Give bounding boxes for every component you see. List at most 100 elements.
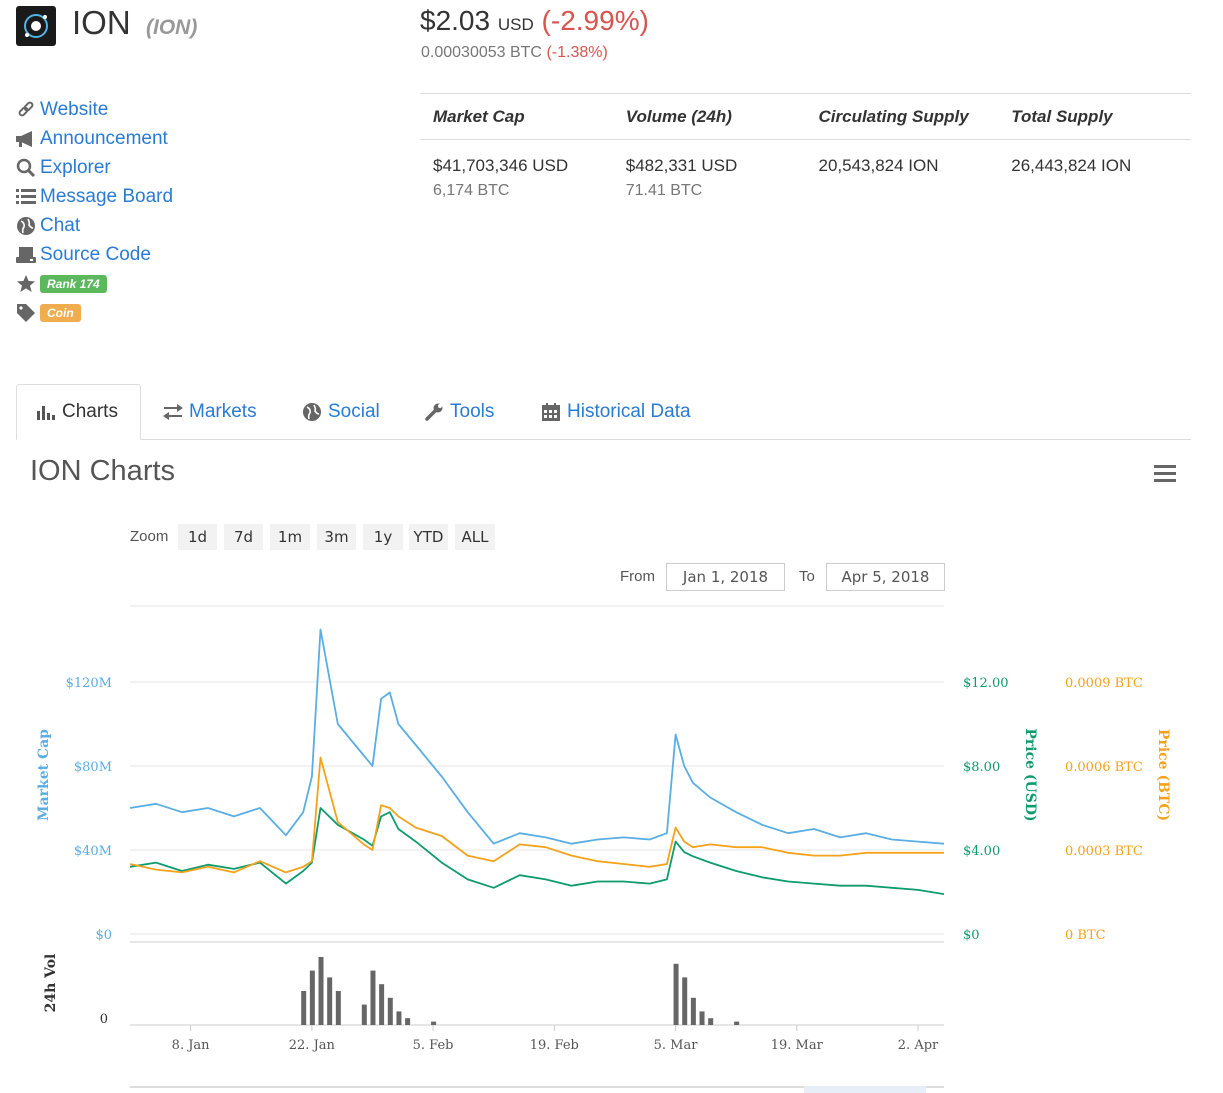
link-website[interactable]: Website (16, 95, 173, 124)
ytick-market-cap: $80M (74, 760, 112, 775)
tab-label[interactable]: Tools (450, 400, 495, 422)
type-badge: Coin (40, 303, 81, 322)
stats-table: Market Cap Volume (24h) Circulating Supp… (420, 93, 1191, 200)
xtick-label: 19. Feb (530, 1038, 579, 1053)
xtick-label: 22. Jan (289, 1038, 336, 1053)
stats-header-row: Market Cap Volume (24h) Circulating Supp… (420, 94, 1191, 140)
link-explorer[interactable]: Explorer (16, 153, 173, 182)
ytick-price-usd: $12.00 (963, 676, 1009, 691)
to-date-input[interactable]: Apr 5, 2018 (826, 563, 945, 591)
tab-label[interactable]: Charts (62, 401, 118, 422)
volume-bar (361, 1004, 367, 1025)
ytick-price-btc: 0.0006 BTC (1065, 760, 1143, 775)
price-btc-block: 0.00030053 BTC (-1.38%) (421, 44, 608, 62)
volume-bar (673, 963, 679, 1025)
tab-label[interactable]: Historical Data (567, 400, 691, 422)
price-btc-change: (-1.38%) (546, 44, 608, 61)
tab-tools[interactable]: Tools (424, 384, 494, 439)
chart-menu-icon[interactable] (1154, 463, 1176, 488)
stats-header: Volume (24h) (625, 106, 732, 126)
stats-value: $482,331 USD (625, 156, 738, 175)
megaphone-icon (16, 130, 40, 148)
chart-title: ION Charts (30, 455, 176, 487)
stats-cell-market-cap: $41,703,346 USD 6,174 BTC (420, 156, 613, 200)
bar-chart-icon (36, 404, 56, 420)
tab-charts[interactable]: Charts (16, 384, 141, 440)
navigator-handle (804, 1086, 926, 1093)
axis-title-price-usd: Price (USD) (1022, 728, 1038, 821)
from-label: From (620, 568, 655, 585)
coin-logo (16, 6, 56, 46)
stats-value: 26,443,824 ION (1011, 156, 1132, 175)
volume-bar (405, 1018, 411, 1025)
coin-symbol: (ION) (146, 16, 198, 39)
globe-icon (302, 402, 322, 422)
link-chat[interactable]: Chat (16, 211, 173, 240)
ytick-market-cap: $0 (95, 928, 112, 943)
volume-bar (301, 991, 307, 1025)
link-label[interactable]: Source Code (40, 243, 151, 265)
xtick-label: 5. Feb (413, 1038, 454, 1053)
tag-icon (16, 303, 40, 323)
link-label[interactable]: Chat (40, 214, 81, 236)
volume-bar (379, 984, 385, 1025)
link-announcement[interactable]: Announcement (16, 124, 173, 153)
zoom-7d-button[interactable]: 7d (224, 524, 263, 550)
link-label[interactable]: Announcement (40, 127, 168, 149)
volume-bar (396, 1011, 402, 1025)
volume-bar (431, 1021, 437, 1025)
series-line-price-usd (129, 807, 945, 895)
list-icon (16, 188, 40, 206)
axis-title-volume: 24h Vol (43, 954, 59, 1013)
stats-cell-circulating: 20,543,824 ION (806, 156, 999, 200)
stats-cell-total: 26,443,824 ION (998, 156, 1191, 200)
link-label[interactable]: Website (40, 98, 109, 120)
stats-header: Total Supply (1011, 106, 1113, 126)
xtick-label: 8. Jan (172, 1038, 210, 1053)
ytick-price-usd: $4.00 (963, 844, 1000, 859)
volume-bar (690, 997, 696, 1025)
rank-row: Rank 174 (16, 269, 173, 298)
zoom-1d-button[interactable]: 1d (178, 524, 217, 550)
xtick-label: 19. Mar (771, 1038, 824, 1053)
link-label[interactable]: Explorer (40, 156, 111, 178)
volume-bar (318, 957, 324, 1025)
zoom-1y-button[interactable]: 1y (363, 524, 403, 550)
tab-historical-data[interactable]: Historical Data (541, 384, 691, 439)
tab-markets[interactable]: Markets (163, 384, 257, 439)
stats-subvalue: 6,174 BTC (433, 182, 510, 199)
ytick-price-usd: $8.00 (963, 760, 1000, 775)
wrench-icon (424, 402, 444, 422)
zoom-label: Zoom (130, 528, 169, 545)
stats-value-row: $41,703,346 USD 6,174 BTC $482,331 USD 7… (420, 140, 1191, 200)
volume-bar (708, 1018, 714, 1025)
link-message-board[interactable]: Message Board (16, 182, 173, 211)
calendar-icon (541, 402, 561, 422)
to-label: To (799, 568, 815, 585)
zoom-ytd-button[interactable]: YTD (409, 524, 448, 550)
zoom-3m-button[interactable]: 3m (317, 524, 356, 550)
stats-value: $41,703,346 USD (433, 156, 569, 175)
ytick-price-btc: 0 BTC (1065, 928, 1106, 943)
zoom-1m-button[interactable]: 1m (270, 524, 310, 550)
link-source-code[interactable]: Source Code (16, 240, 173, 269)
price-usd: $2.03 (420, 5, 491, 36)
tab-label[interactable]: Social (328, 400, 380, 422)
type-row: Coin (16, 298, 173, 327)
axis-title-market-cap: Market Cap (36, 729, 52, 821)
star-icon (16, 274, 40, 294)
stats-subvalue: 71.41 BTC (625, 182, 703, 199)
volume-bar (387, 997, 393, 1025)
stats-header: Circulating Supply (818, 106, 969, 126)
hdd-icon (16, 246, 40, 264)
from-date-input[interactable]: Jan 1, 2018 (666, 563, 785, 591)
stats-header: Market Cap (433, 106, 525, 126)
tab-label[interactable]: Markets (189, 400, 257, 422)
globe-icon (16, 216, 40, 236)
link-label[interactable]: Message Board (40, 185, 174, 207)
price-usd-block: $2.03 USD (-2.99%) (420, 5, 649, 37)
zoom-all-button[interactable]: ALL (455, 524, 495, 550)
tab-social[interactable]: Social (302, 384, 380, 439)
series-line-market-cap (129, 628, 945, 845)
